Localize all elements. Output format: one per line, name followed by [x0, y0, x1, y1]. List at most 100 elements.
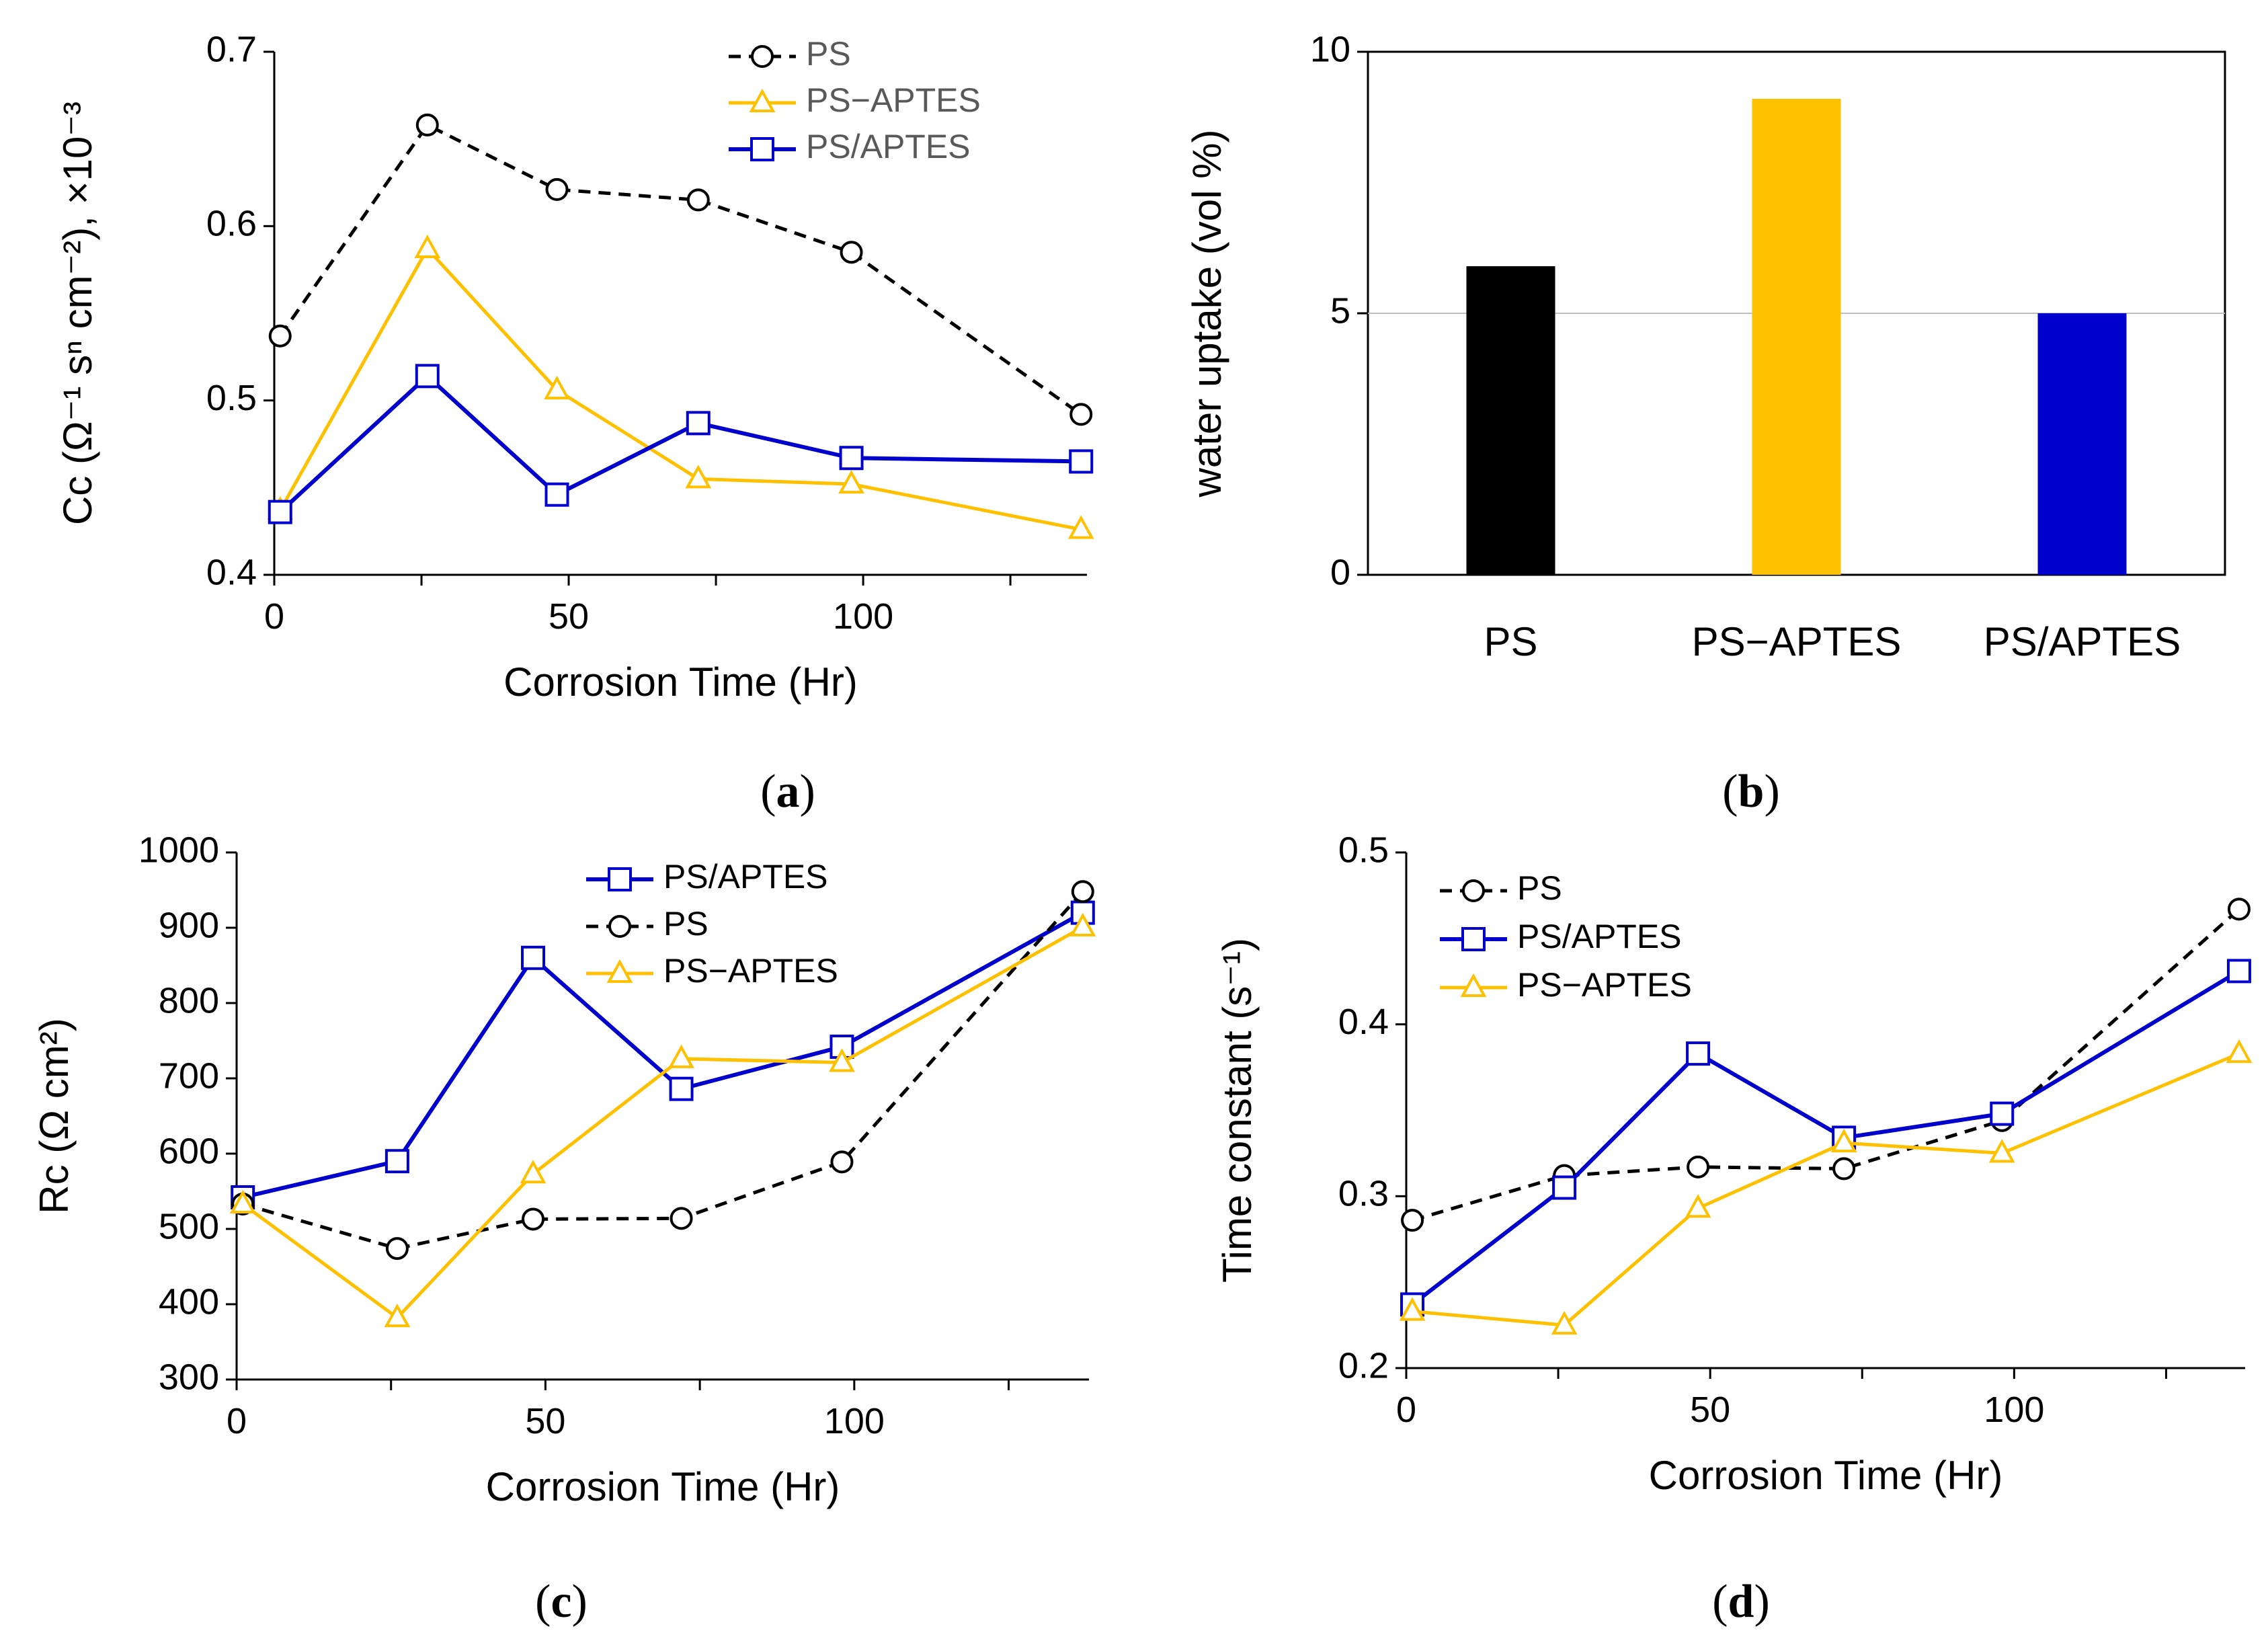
data-point	[2227, 897, 2251, 921]
y-axis-label: Time constant (s⁻¹)	[1215, 938, 1260, 1283]
series-line	[242, 910, 1084, 1199]
data-point	[1067, 515, 1094, 539]
caption-label: a	[776, 766, 800, 817]
y-tick-label: 600	[159, 1131, 219, 1171]
data-point	[1832, 1157, 1856, 1181]
y-axis-label: Rc (Ω cm²)	[32, 1018, 77, 1213]
data-point	[545, 177, 569, 201]
series-ps-slash-aptes	[231, 900, 1095, 1209]
legend-marker	[1460, 973, 1487, 997]
series-line	[278, 123, 1082, 416]
data-point	[1401, 1209, 1424, 1232]
series-line	[242, 890, 1084, 1250]
chart-panel-c: (c) Rc (Ω cm²) 300 400 500 600 700 800 900 1000 0 5…	[32, 830, 1096, 1628]
x-category-label: PS	[1484, 619, 1537, 664]
legend-marker	[608, 915, 631, 938]
legend: PS/APTES PS PS−APTES	[586, 858, 838, 990]
legend-marker	[750, 137, 774, 161]
x-tick-label: 0	[227, 1401, 247, 1441]
y-tick-label: 0.5	[206, 378, 257, 418]
data-point	[385, 1237, 409, 1261]
data-point	[1830, 1128, 1857, 1153]
data-point	[384, 1304, 411, 1328]
series-ps-aptes	[229, 912, 1096, 1328]
series-line	[1412, 908, 2240, 1222]
caption-open: (	[535, 1576, 551, 1628]
x-category-label: PS/APTES	[1984, 619, 2181, 664]
legend: PS PS−APTES PS/APTES	[729, 35, 981, 165]
bar-1	[1466, 266, 1555, 575]
x-tick-label: 50	[549, 596, 589, 637]
caption-open: (	[1722, 766, 1738, 817]
legend-marker	[606, 959, 633, 983]
data-point	[670, 1207, 693, 1230]
legend-label: PS−APTES	[806, 81, 981, 119]
panel-caption: (d)	[1712, 1576, 1770, 1628]
data-point	[686, 411, 711, 436]
legend-label: PS/APTES	[1517, 918, 1682, 955]
y-tick-label: 0.4	[1338, 1002, 1389, 1042]
data-point	[1069, 912, 1096, 936]
data-point	[1551, 1310, 1578, 1335]
data-point	[2226, 959, 2251, 984]
legend-label: PS−APTES	[663, 952, 838, 990]
series-ps-aptes	[1399, 1039, 2253, 1335]
caption-close: )	[1764, 766, 1779, 817]
series-ps	[268, 113, 1093, 426]
y-tick-label: 10	[1310, 29, 1350, 69]
legend-marker	[1462, 879, 1485, 902]
series-ps-slash-aptes	[1400, 959, 2251, 1317]
x-tick-label: 100	[833, 596, 893, 637]
legend-marker	[749, 88, 776, 112]
panel-caption: (b)	[1722, 766, 1780, 817]
x-tick-label: 100	[1984, 1390, 2044, 1430]
x-tick-label: 50	[525, 1401, 565, 1441]
data-point	[668, 1044, 694, 1068]
x-tick-label: 0	[264, 596, 284, 637]
series-ps-slash-aptes	[268, 364, 1094, 524]
bar-2	[1752, 99, 1841, 575]
y-tick-label: 0	[1330, 552, 1350, 592]
data-point	[1988, 1139, 2015, 1163]
data-point	[1071, 880, 1094, 904]
x-axis-label: Corrosion Time (Hr)	[503, 660, 858, 705]
data-point	[686, 188, 710, 212]
caption-open: (	[760, 766, 776, 817]
x-tick-label: 50	[1690, 1390, 1730, 1430]
y-tick-label: 1000	[138, 830, 219, 870]
x-tick-label: 0	[1396, 1390, 1416, 1430]
data-point	[268, 500, 292, 524]
data-point	[1069, 403, 1093, 426]
caption-close: )	[1754, 1576, 1769, 1628]
data-point	[415, 364, 440, 389]
data-point	[838, 470, 864, 494]
series-line	[1411, 969, 2240, 1306]
y-tick-label: 0.7	[206, 29, 257, 69]
data-point	[669, 1076, 694, 1101]
series-line	[278, 374, 1082, 514]
data-point	[2226, 1039, 2253, 1064]
y-tick-label: 0.4	[206, 552, 257, 592]
legend-marker	[1461, 927, 1486, 951]
chart-panel-b: (b) water uptake (vol %) 0 5 10 PS PS−APTES PS/…	[1184, 29, 2226, 817]
caption-label: b	[1738, 766, 1765, 817]
panel-caption: (a)	[760, 766, 815, 817]
data-point	[268, 324, 292, 348]
data-point	[229, 1189, 256, 1214]
data-point	[1552, 1175, 1577, 1200]
data-point	[1990, 1101, 2015, 1126]
series-ps-aptes	[267, 234, 1094, 539]
y-tick-label: 0.5	[1338, 830, 1389, 870]
y-tick-label: 400	[159, 1281, 219, 1322]
y-tick-label: 300	[159, 1357, 219, 1397]
data-point	[521, 945, 546, 970]
data-point	[839, 446, 864, 471]
chart-panel-d: (d) Time constant (s⁻¹) 0.2 0.3 0.4 0.5 0 50 100…	[1215, 830, 2253, 1628]
y-tick-label: 5	[1330, 290, 1350, 331]
x-axis-label: Corrosion Time (Hr)	[1649, 1453, 2003, 1498]
legend-marker	[751, 45, 774, 68]
chart-panel-a: (a) Cc (Ω⁻¹ sⁿ cm⁻²), ×10⁻³ 0.4 0.5 0.6 0.7 0 5…	[55, 29, 1094, 817]
x-category-label: PS−APTES	[1692, 619, 1902, 664]
y-axis-label: water uptake (vol %)	[1184, 130, 1229, 498]
